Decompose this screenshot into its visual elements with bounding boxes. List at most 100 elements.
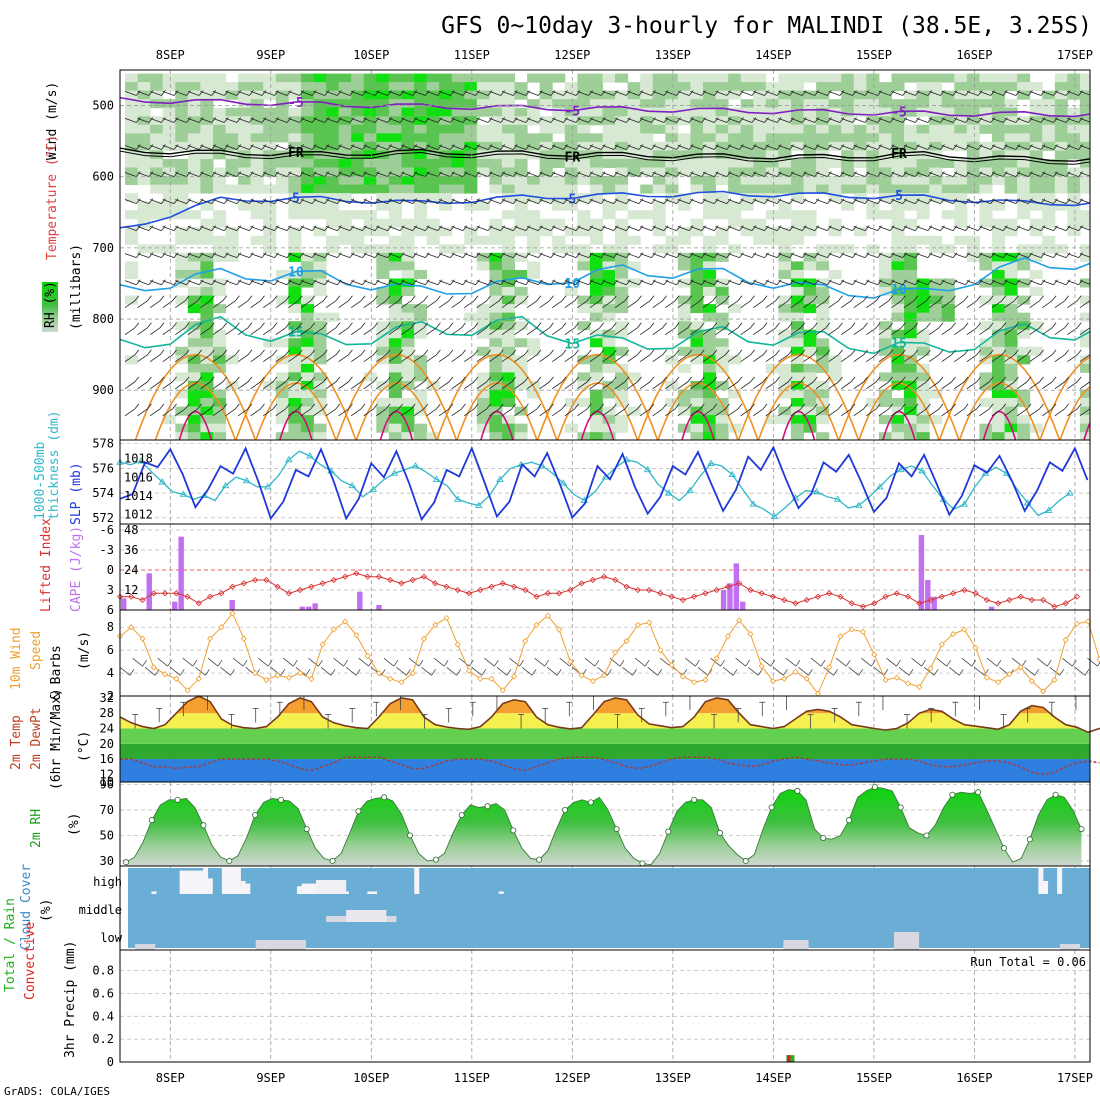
rh-shade-cell: [212, 82, 227, 92]
lifted-index-point: [938, 593, 945, 600]
wind-barb-flag: [687, 376, 693, 383]
rh-shade-cell: [250, 99, 264, 109]
wind-barb: [426, 381, 437, 390]
wind-barb: [1042, 253, 1054, 259]
rh-shade-cell: [414, 82, 428, 92]
wind-barb-flag: [688, 144, 694, 150]
rh-shade-cell: [753, 141, 767, 151]
wind-barb-flag: [261, 171, 267, 177]
rh-shade-cell: [200, 304, 214, 314]
wind-speed-point: [510, 673, 518, 680]
wind-barb-flag: [599, 295, 605, 302]
rh-shade-cell: [703, 287, 717, 297]
rh-shade-cell: [388, 389, 402, 399]
rh-shade-cell: [464, 90, 478, 100]
thickness-point: [496, 475, 504, 482]
wind-barb-flag: [737, 295, 743, 302]
wind-barb: [187, 280, 200, 286]
wind-barb-flag: [927, 144, 933, 150]
rh-shade-cell: [200, 218, 214, 228]
wind-barb: [137, 354, 148, 363]
wind-barb: [464, 90, 476, 96]
wind-barb: [263, 381, 274, 390]
rh-shade-cell: [615, 389, 629, 399]
rh-shade-cell: [816, 107, 830, 117]
wind-barb: [552, 280, 564, 286]
wind-barb: [627, 354, 638, 363]
rh-shade-cell: [891, 99, 905, 109]
wind-barb: [175, 90, 187, 96]
wind-barb-flag: [750, 295, 755, 302]
wind-barb: [200, 172, 212, 177]
wind-barb: [313, 354, 324, 363]
wind-barb: [376, 90, 388, 96]
rh-shade-cell: [1004, 295, 1018, 305]
wind-barb: [426, 199, 438, 204]
rh-shade-cell: [690, 346, 704, 356]
wind-barb: [325, 145, 338, 150]
wind-barb: [476, 300, 487, 308]
wind-barb-flag: [626, 252, 631, 258]
rh-shade-cell: [715, 150, 729, 160]
rh-shade-cell: [891, 235, 905, 245]
wind-barb: [627, 280, 640, 286]
rh-point: [1078, 826, 1085, 833]
wind-barb-flag: [374, 279, 380, 285]
wind-barb-flag: [500, 90, 505, 96]
pressure-tick-label: 900: [92, 383, 114, 397]
wind-barb-flag: [1076, 322, 1082, 329]
wind-barb-flag: [285, 295, 290, 302]
wind-barb: [514, 381, 525, 390]
lifted-index-point: [814, 593, 822, 600]
rh-shade-cell: [200, 90, 214, 100]
rh-shade-cell: [300, 269, 314, 279]
wind-barb-flag: [1028, 117, 1033, 123]
wind-barb: [765, 327, 776, 336]
rh-shade-cell: [941, 90, 955, 100]
thickness-point: [643, 465, 652, 473]
rh-shade-cell: [212, 252, 227, 262]
rh-shade-cell: [275, 295, 289, 305]
rh-shade-cell: [288, 389, 302, 399]
wind-barb: [602, 300, 613, 308]
rh-shade-cell: [904, 244, 918, 254]
lifted-index-point: [173, 590, 180, 597]
rh-shade-cell: [351, 124, 365, 134]
wind-barb-flag: [147, 376, 152, 383]
wind-barb: [690, 327, 701, 336]
rh-shade-cell: [979, 176, 993, 186]
wind-barb: [137, 381, 148, 390]
wind-barb-flag: [450, 117, 455, 123]
rh-shade-cell: [288, 73, 302, 83]
wind-barb-flag: [663, 279, 669, 285]
wind-barb-flag: [1028, 198, 1033, 204]
wind-barb-flag: [875, 403, 881, 410]
rh-shade-cell: [275, 338, 289, 348]
wind-barb-flag: [1051, 376, 1057, 383]
rh-shade-cell: [904, 363, 918, 373]
wind-barb-flag: [135, 198, 141, 204]
rh-shade-cell: [1079, 141, 1090, 151]
rh-shade-cell: [501, 287, 516, 297]
wind-barb-flag: [563, 252, 568, 258]
rh-shade-cell: [577, 261, 591, 271]
wind-barb: [715, 354, 726, 363]
wind-barb: [476, 118, 489, 123]
wind-barb-flag: [159, 349, 165, 356]
rh-shade-cell: [816, 158, 830, 168]
rh-shade-cell: [954, 167, 968, 177]
rh-shade-cell: [979, 158, 993, 168]
wind-barb: [1004, 300, 1015, 308]
rh-shade-cell: [439, 133, 453, 143]
rh-shade-cell: [388, 329, 402, 339]
rh-shade-cell: [175, 235, 189, 245]
rh-shade-cell: [225, 107, 239, 117]
rh-shade-cell: [539, 176, 553, 186]
rh-shade-cell: [250, 124, 264, 134]
wind-barb-flag: [412, 144, 418, 150]
wind-barb: [941, 199, 954, 204]
wind-barb: [275, 381, 286, 390]
wind-barb-flag: [638, 198, 644, 204]
rh-shade-cell: [501, 269, 516, 279]
rh-shade-cell: [878, 398, 892, 408]
